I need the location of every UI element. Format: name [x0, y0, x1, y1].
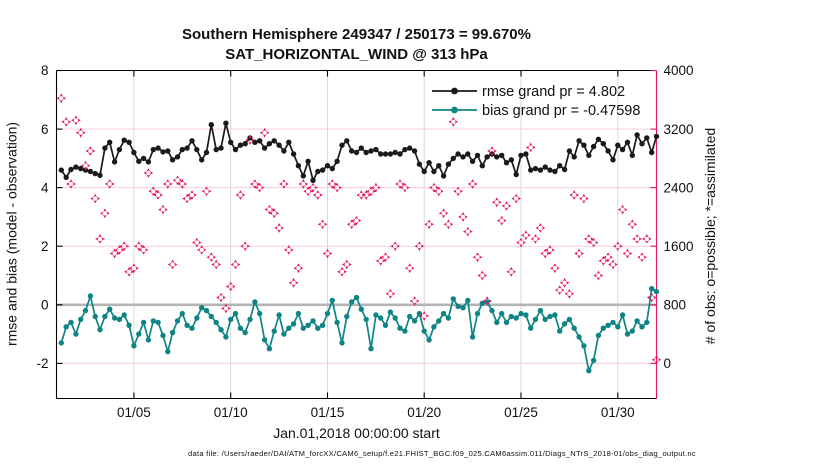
- left-tick-label: 8: [41, 63, 49, 78]
- right-tick-label: 800: [664, 298, 687, 313]
- right-tick-label: 2400: [664, 180, 694, 195]
- left-tick-label: 2: [41, 239, 49, 254]
- x-tick-label: 01/30: [601, 405, 635, 420]
- x-tick-label: 01/10: [214, 405, 248, 420]
- x-tick-label: 01/20: [407, 405, 441, 420]
- legend-marker: [451, 106, 458, 114]
- legend-item: bias grand pr = -0.47598: [432, 103, 640, 119]
- right-tick-label: 0: [664, 356, 672, 371]
- left-tick-label: -2: [36, 356, 48, 371]
- tick-labels: 01/05 01/10 01/15 01/20 01/25 01/30 -2 0 2 4 6 8 0 80…: [36, 63, 693, 420]
- left-tick-label: 0: [41, 298, 49, 313]
- right-tick-label: 1600: [664, 239, 694, 254]
- obs_assimilated-markers: [56, 93, 662, 365]
- legend-item: rmse grand pr = 4.802: [432, 84, 625, 100]
- axes-spines: [55, 69, 658, 400]
- legend-label: bias grand pr = -0.47598: [482, 103, 640, 119]
- legend: rmse grand pr = 4.802 bias grand pr = -0.…: [432, 84, 640, 119]
- x-tick-label: 01/15: [311, 405, 345, 420]
- chart-title-line1: Southern Hemisphere 249347 / 250173 = 99…: [182, 26, 531, 43]
- right-axis-label: # of obs: o=possible; *=assimilated: [702, 128, 718, 344]
- left-axis-label: rmse and bias (model - observation): [4, 122, 20, 346]
- x-tick-label: 01/05: [117, 405, 151, 420]
- x-tick-label: 01/25: [504, 405, 538, 420]
- left-tick-label: 4: [41, 180, 49, 195]
- bias-markers: [58, 286, 660, 374]
- data-series: [56, 93, 662, 374]
- data-file-path: data file: /Users/raeder/DAI/ATM_forcXX/…: [188, 449, 696, 458]
- left-tick-label: 6: [41, 122, 49, 137]
- legend-label: rmse grand pr = 4.802: [482, 84, 625, 100]
- bias-line: [60, 287, 657, 372]
- right-tick-label: 3200: [664, 122, 694, 137]
- chart-title-line2: SAT_HORIZONTAL_WIND @ 313 hPa: [225, 46, 488, 63]
- rmse-line: [60, 122, 658, 182]
- rmse-markers: [58, 120, 660, 184]
- gridlines: [56, 70, 657, 399]
- x-axis-label: Jan.01,2018 00:00:00 start: [273, 425, 440, 441]
- right-tick-label: 4000: [664, 63, 694, 78]
- legend-marker: [451, 87, 458, 95]
